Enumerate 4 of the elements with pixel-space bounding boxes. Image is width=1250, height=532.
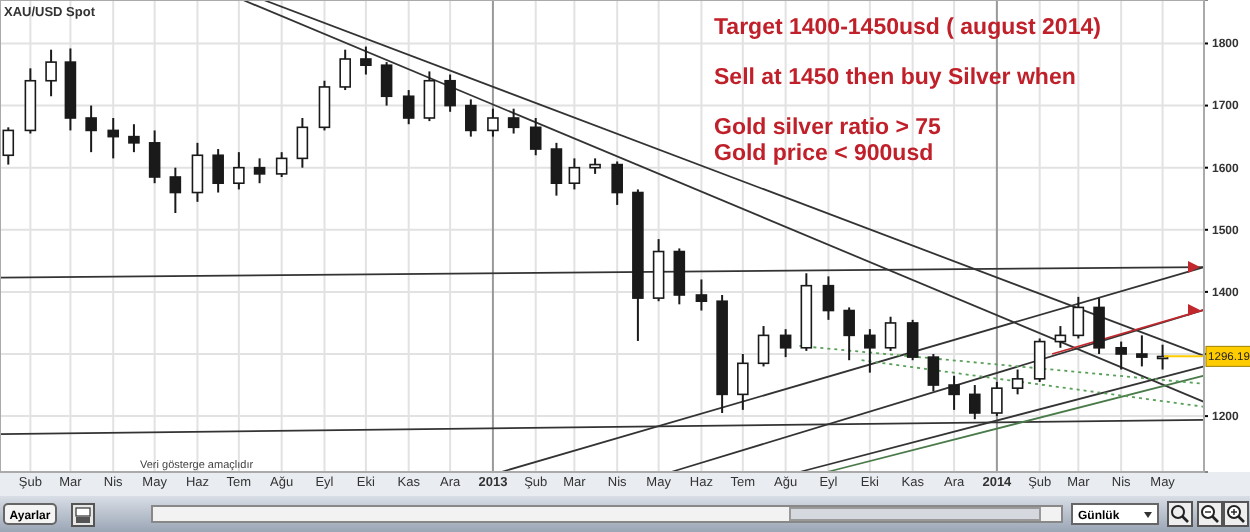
annotation: Sell at 1450 then buy Silver when	[714, 66, 1076, 90]
annotation: Gold price < 900usd	[714, 142, 934, 166]
annotation: Target 1400-1450usd ( august 2014)	[714, 16, 1102, 40]
annotation: Gold silver ratio > 75	[714, 116, 943, 140]
